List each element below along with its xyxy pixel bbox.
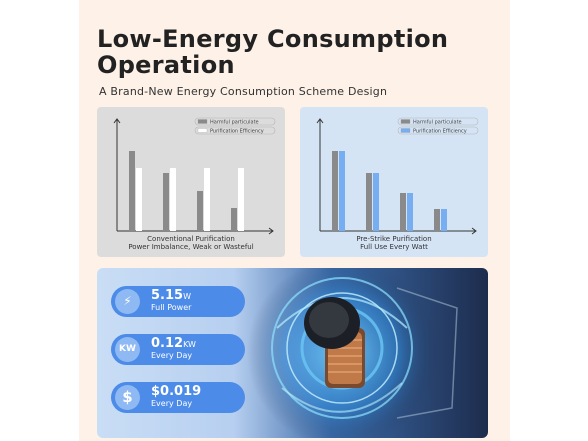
stat-daily-cost: $ $0.019 Every Day bbox=[111, 382, 245, 413]
conventional-bar-particulate-1 bbox=[129, 151, 135, 231]
conventional-legend-item-1 bbox=[194, 117, 276, 126]
pre-strike-x-arrow bbox=[471, 227, 477, 235]
pre-strike-chart: Harmful particulate Purification Efficien… bbox=[300, 107, 488, 257]
conventional-chart-plot: Harmful particulate Purification Efficien… bbox=[113, 117, 276, 235]
conventional-legend-label-1: Harmful particulate bbox=[210, 120, 259, 126]
pre-strike-legend-label-2: Purification Efficiency bbox=[413, 129, 467, 135]
stat-daily-kw-value: 0.12 bbox=[151, 336, 184, 351]
product-panel: Low-Energy Consumption Operation A Brand… bbox=[79, 0, 510, 441]
pre-strike-legend-item-2 bbox=[397, 126, 479, 135]
kw-icon: KW bbox=[115, 337, 140, 362]
pre-strike-bar-particulate-4 bbox=[434, 209, 440, 231]
conventional-bar-efficiency-1 bbox=[136, 168, 142, 231]
stat-full-power-value: 5.15 bbox=[151, 288, 184, 303]
pre-strike-bar-efficiency-1 bbox=[339, 151, 345, 231]
conventional-x-arrow bbox=[268, 227, 274, 235]
conventional-legend-item-2 bbox=[194, 126, 276, 135]
conventional-legend-label-2: Purification Efficiency bbox=[210, 129, 264, 135]
conventional-legend-swatch-1 bbox=[197, 119, 208, 124]
pre-strike-bar-particulate-1 bbox=[332, 151, 338, 231]
dollar-icon: $ bbox=[115, 385, 140, 410]
title-line-2: Operation bbox=[97, 51, 235, 79]
conventional-caption-subtitle: Power Imbalance, Weak or Wasteful bbox=[128, 243, 254, 251]
conventional-chart: Harmful particulate Purification Efficien… bbox=[97, 107, 285, 257]
stat-daily-cost-value: $0.019 bbox=[151, 384, 202, 399]
energy-stats-banner: ⚡ 5.15W Full Power KW 0.12KW Every Day $… bbox=[97, 268, 488, 438]
conventional-bar-efficiency-2 bbox=[170, 168, 176, 231]
conventional-legend-swatch-2 bbox=[197, 128, 208, 133]
pre-strike-caption-subtitle: Full Use Every Watt bbox=[360, 243, 428, 251]
stat-full-power-unit: W bbox=[183, 292, 191, 301]
title-line-1: Low-Energy Consumption bbox=[97, 25, 449, 53]
subtitle: A Brand-New Energy Consumption Scheme De… bbox=[99, 85, 388, 98]
pre-strike-legend-item-1 bbox=[397, 117, 479, 126]
conventional-bar-efficiency-4 bbox=[238, 168, 244, 231]
stat-daily-kw: KW 0.12KW Every Day bbox=[111, 334, 245, 365]
pre-strike-legend-label-1: Harmful particulate bbox=[413, 120, 462, 126]
conventional-bar-particulate-3 bbox=[197, 191, 203, 231]
stat-daily-kw-label: Every Day bbox=[151, 351, 193, 360]
conventional-caption-title: Conventional Purification bbox=[147, 235, 235, 243]
conventional-bar-particulate-2 bbox=[163, 173, 169, 231]
pre-strike-y-arrow bbox=[316, 118, 324, 124]
stat-daily-kw-unit: KW bbox=[183, 340, 196, 349]
lightning-icon: ⚡ bbox=[115, 289, 140, 314]
pre-strike-legend-swatch-1 bbox=[400, 119, 411, 124]
stat-daily-cost-label: Every Day bbox=[151, 399, 193, 408]
pre-strike-bar-particulate-2 bbox=[366, 173, 372, 231]
pre-strike-bar-particulate-3 bbox=[400, 193, 406, 231]
stat-full-power: ⚡ 5.15W Full Power bbox=[111, 286, 245, 317]
pre-strike-bar-efficiency-4 bbox=[441, 209, 447, 231]
stat-full-power-label: Full Power bbox=[151, 303, 192, 312]
conventional-y-arrow bbox=[113, 118, 121, 124]
page-title: Low-Energy Consumption Operation bbox=[97, 26, 448, 78]
pre-strike-bar-efficiency-2 bbox=[373, 173, 379, 231]
fan-motor-image bbox=[247, 268, 458, 438]
pre-strike-legend-swatch-2 bbox=[400, 128, 411, 133]
pre-strike-bar-efficiency-3 bbox=[407, 193, 413, 231]
conventional-bar-particulate-4 bbox=[231, 208, 237, 231]
conventional-bar-efficiency-3 bbox=[204, 168, 210, 231]
pre-strike-chart-plot: Harmful particulate Purification Efficien… bbox=[316, 117, 479, 235]
pre-strike-caption-title: Pre-Strike Purification bbox=[356, 235, 432, 243]
